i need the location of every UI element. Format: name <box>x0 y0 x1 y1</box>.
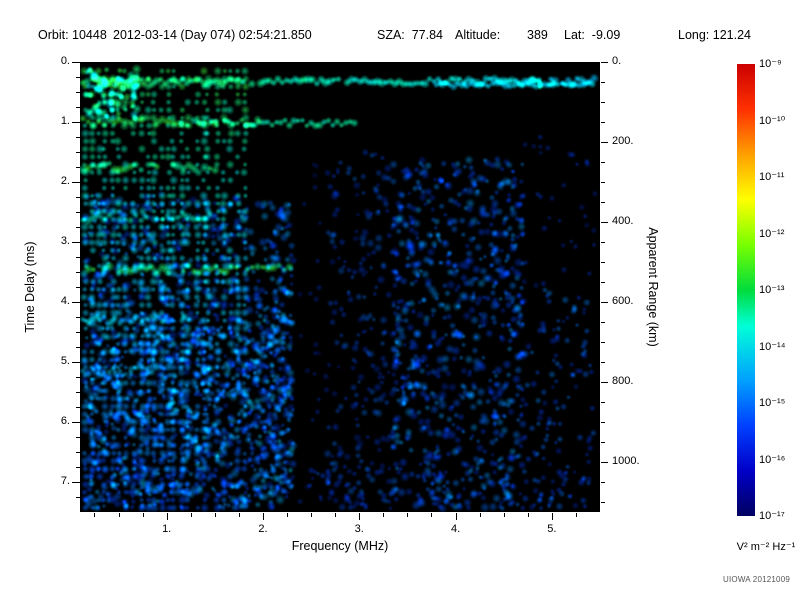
axis-tick <box>601 342 605 344</box>
axis-tick <box>142 513 144 517</box>
axis-tick <box>94 513 96 517</box>
axis-tick <box>118 513 120 517</box>
altitude-value: 389 <box>527 28 548 42</box>
axis-tick <box>601 362 605 364</box>
tick-label: 2. <box>258 523 268 535</box>
tick-label: 3. <box>354 523 364 535</box>
axis-tick <box>503 513 505 517</box>
tick-label: 5. <box>547 523 557 535</box>
axis-tick <box>601 142 608 144</box>
tick-label: 3. <box>60 235 70 247</box>
spectrogram-canvas <box>80 62 600 512</box>
axis-tick <box>551 513 553 520</box>
axis-tick <box>72 182 80 183</box>
colorbar-tick-label: 10⁻¹⁰ <box>759 114 786 127</box>
axis-tick <box>527 513 529 517</box>
colorbar-tick-label: 10⁻¹⁴ <box>759 340 786 353</box>
axis-tick <box>72 422 80 423</box>
axis-tick <box>479 513 481 517</box>
axis-tick <box>72 362 80 363</box>
axis-tick <box>601 422 605 424</box>
y-axis-title-right: Apparent Range (km) <box>646 227 660 347</box>
datetime-label: 2012-03-14 (Day 074) 02:54:21.850 <box>113 28 312 42</box>
tick-label: 6. <box>60 415 70 427</box>
tick-label: 1. <box>60 115 70 127</box>
colorbar-tick-label: 10⁻¹⁷ <box>759 510 785 522</box>
tick-label: 4. <box>450 523 461 535</box>
axis-tick <box>72 302 80 303</box>
colorbar-tick-label: 10⁻¹² <box>759 227 785 240</box>
axis-tick <box>601 122 605 124</box>
longitude-label: Long: 121.24 <box>678 28 751 42</box>
tick-label: 2. <box>60 175 70 187</box>
axis-tick <box>72 482 80 483</box>
axis-tick <box>601 82 605 83</box>
axis-tick <box>383 513 385 517</box>
tick-label: 4. <box>60 295 70 307</box>
colorbar-tick-label: 10⁻¹¹ <box>759 171 785 183</box>
tick-label: 1. <box>162 523 172 535</box>
colorbar-tick-label: 10⁻¹⁵ <box>759 397 786 409</box>
axis-tick <box>601 262 605 264</box>
axis-tick <box>287 513 289 517</box>
colorbar-tick-label: 10⁻⁹ <box>759 58 782 70</box>
axis-tick <box>335 513 337 517</box>
axis-tick <box>214 513 216 517</box>
latitude-label: Lat: -9.09 <box>564 28 621 42</box>
axis-tick <box>601 202 605 204</box>
axis-tick <box>190 513 192 517</box>
axis-tick <box>72 242 80 243</box>
axis-tick <box>601 502 605 504</box>
axis-tick <box>262 513 264 520</box>
altitude-label: Altitude: <box>455 28 501 42</box>
axis-tick <box>601 462 608 464</box>
x-axis-title: Frequency (MHz) <box>291 539 389 553</box>
axis-tick <box>166 513 168 520</box>
tick-label: 5. <box>60 355 70 367</box>
axis-tick <box>72 62 80 63</box>
colorbar-gradient <box>737 64 755 516</box>
colorbar-unit-label: V² m⁻² Hz⁻¹ <box>736 541 796 553</box>
axis-tick <box>601 442 605 444</box>
orbit-label: Orbit: 10448 <box>38 28 107 42</box>
axis-tick <box>601 242 605 244</box>
axis-tick <box>601 302 608 304</box>
axis-tick <box>359 513 361 520</box>
credit-label: UIOWA 20121009 <box>723 575 790 584</box>
y-axis-title-left: Time Delay (ms) <box>23 241 37 333</box>
axis-tick <box>601 282 605 284</box>
axis-tick <box>601 322 605 324</box>
axis-tick <box>72 122 80 123</box>
axis-tick <box>601 62 608 63</box>
axis-tick <box>601 162 605 164</box>
tick-label: 7. <box>60 475 70 487</box>
sza-label: SZA: 77.84 <box>377 28 444 42</box>
tick-label: 0. <box>60 55 70 67</box>
axis-tick <box>601 482 605 484</box>
axis-tick <box>601 102 605 104</box>
axis-tick <box>601 382 608 384</box>
axis-tick <box>311 513 313 517</box>
axis-tick <box>238 513 240 517</box>
axis-tick <box>575 513 577 517</box>
axis-tick <box>601 222 608 224</box>
colorbar-tick-label: 10⁻¹⁶ <box>759 453 786 466</box>
axis-tick <box>601 182 605 184</box>
colorbar-tick-label: 10⁻¹³ <box>759 284 785 296</box>
axis-tick <box>431 513 433 517</box>
axis-tick <box>455 513 457 520</box>
axis-tick <box>601 402 605 404</box>
axis-tick <box>407 513 409 517</box>
